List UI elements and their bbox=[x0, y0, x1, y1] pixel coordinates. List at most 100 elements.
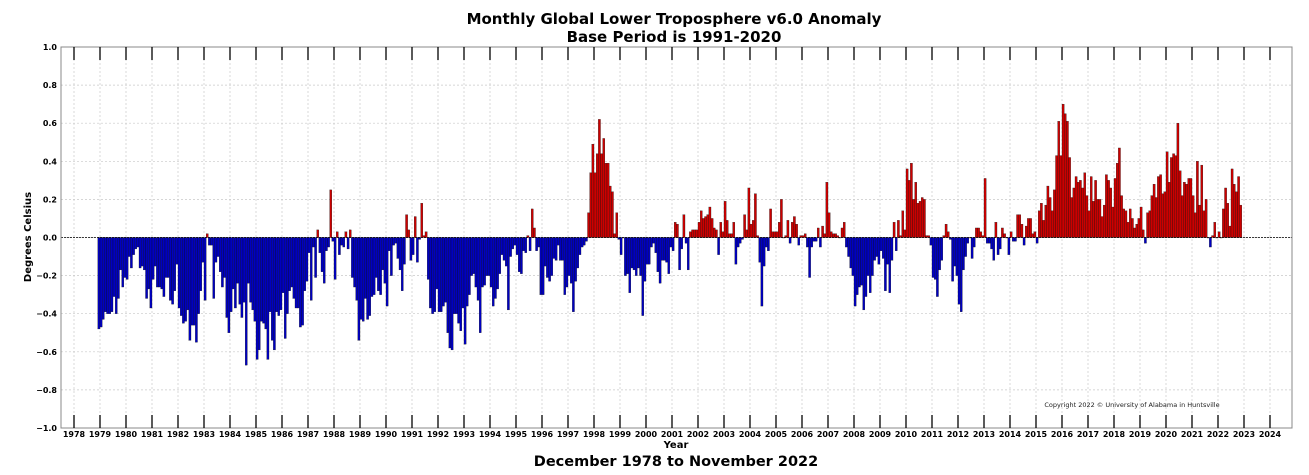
bar-month-86 bbox=[284, 237, 287, 339]
bar-month-56 bbox=[219, 237, 222, 272]
bar-month-346 bbox=[847, 237, 850, 257]
bar-month-344 bbox=[843, 222, 846, 238]
bar-month-50 bbox=[206, 233, 209, 238]
bar-month-46 bbox=[197, 237, 200, 314]
bar-month-4 bbox=[106, 237, 109, 314]
bar-month-501 bbox=[1183, 182, 1186, 238]
bar-month-311 bbox=[771, 231, 774, 238]
bar-month-180 bbox=[487, 237, 491, 276]
bar-month-27 bbox=[156, 237, 159, 288]
bar-month-185 bbox=[498, 237, 501, 274]
bar-month-134 bbox=[388, 237, 391, 251]
bar-month-500 bbox=[1181, 195, 1184, 238]
x-tick-label: 2010 bbox=[895, 430, 918, 439]
x-tick-label: 2011 bbox=[921, 430, 944, 439]
bar-month-405 bbox=[975, 227, 978, 238]
bar-month-454 bbox=[1081, 187, 1084, 238]
bar-month-291 bbox=[728, 233, 731, 238]
bar-month-505 bbox=[1191, 195, 1195, 238]
bar-month-289 bbox=[723, 201, 727, 238]
bar-month-411 bbox=[988, 237, 991, 244]
bar-month-26 bbox=[154, 237, 157, 267]
bar-month-224 bbox=[583, 237, 586, 246]
bar-month-64 bbox=[236, 237, 239, 284]
bar-month-362 bbox=[882, 237, 885, 259]
bar-month-441 bbox=[1053, 189, 1056, 238]
bar-month-374 bbox=[908, 180, 911, 238]
bar-month-137 bbox=[394, 237, 397, 244]
bar-month-192 bbox=[513, 237, 517, 246]
bar-month-42 bbox=[188, 237, 192, 341]
bar-month-499 bbox=[1178, 170, 1182, 238]
bar-month-386 bbox=[934, 237, 937, 280]
bar-month-328 bbox=[808, 237, 811, 278]
bar-month-351 bbox=[858, 237, 861, 288]
x-tick-label: 2013 bbox=[973, 430, 995, 439]
bar-month-109 bbox=[333, 237, 337, 280]
bar-month-100 bbox=[314, 237, 317, 278]
bar-month-104 bbox=[323, 237, 326, 284]
bar-month-462 bbox=[1098, 199, 1102, 238]
bar-month-498 bbox=[1176, 123, 1180, 238]
bar-month-247 bbox=[632, 237, 636, 271]
bar-month-181 bbox=[489, 237, 493, 288]
bar-month-22 bbox=[145, 237, 148, 299]
bar-month-126 bbox=[370, 237, 374, 297]
x-axis-label: Year bbox=[663, 440, 689, 451]
bar-month-480 bbox=[1137, 218, 1141, 238]
bar-month-225 bbox=[585, 237, 588, 242]
bar-month-153 bbox=[429, 237, 432, 309]
bar-month-401 bbox=[966, 237, 969, 244]
bar-month-389 bbox=[940, 237, 943, 261]
bar-month-145 bbox=[411, 237, 415, 255]
x-tick-label: 1987 bbox=[297, 430, 319, 439]
bar-month-258 bbox=[656, 237, 660, 272]
bar-month-433 bbox=[1035, 237, 1039, 244]
bar-month-399 bbox=[962, 237, 965, 271]
bar-month-359 bbox=[875, 237, 878, 257]
bar-month-437 bbox=[1044, 204, 1047, 238]
bar-month-170 bbox=[466, 237, 469, 307]
bar-month-79 bbox=[268, 237, 272, 312]
bar-month-142 bbox=[405, 214, 408, 238]
bar-month-172 bbox=[470, 237, 473, 276]
bar-month-435 bbox=[1040, 203, 1043, 238]
bar-month-232 bbox=[600, 153, 603, 238]
bar-month-133 bbox=[385, 237, 389, 307]
bar-month-469 bbox=[1113, 178, 1117, 238]
bar-month-375 bbox=[910, 163, 913, 238]
bar-month-465 bbox=[1105, 174, 1108, 238]
x-tick-label: 2022 bbox=[1207, 430, 1229, 439]
bar-month-510 bbox=[1202, 210, 1206, 238]
bar-month-369 bbox=[897, 220, 900, 238]
bar-month-482 bbox=[1142, 229, 1145, 238]
bar-month-77 bbox=[264, 237, 267, 330]
bar-month-41 bbox=[186, 237, 189, 311]
bar-month-471 bbox=[1118, 147, 1121, 238]
bar-month-320 bbox=[791, 222, 794, 238]
bar-month-219 bbox=[572, 237, 575, 312]
bar-month-355 bbox=[866, 237, 870, 276]
y-tick-label: −0.8 bbox=[36, 386, 57, 395]
bar-month-76 bbox=[262, 237, 265, 324]
bar-month-182 bbox=[492, 237, 495, 307]
bar-month-54 bbox=[214, 237, 218, 263]
x-tick-label: 2007 bbox=[817, 430, 839, 439]
bar-month-322 bbox=[795, 224, 798, 238]
x-tick-label: 2015 bbox=[1025, 430, 1048, 439]
bar-month-122 bbox=[362, 237, 365, 322]
bar-month-92 bbox=[297, 237, 300, 309]
bar-month-421 bbox=[1009, 231, 1013, 238]
bar-month-43 bbox=[190, 237, 194, 326]
bar-month-13 bbox=[125, 237, 129, 280]
y-axis-label: Degrees Celsius bbox=[23, 192, 34, 282]
bar-month-335 bbox=[823, 233, 826, 238]
x-tick-label: 1983 bbox=[193, 430, 215, 439]
bar-month-214 bbox=[561, 237, 564, 261]
bar-month-252 bbox=[643, 237, 647, 282]
bar-month-44 bbox=[193, 237, 196, 326]
bar-month-90 bbox=[292, 237, 296, 299]
bar-month-445 bbox=[1061, 104, 1065, 238]
bar-month-278 bbox=[700, 210, 703, 238]
bar-month-87 bbox=[286, 237, 289, 314]
